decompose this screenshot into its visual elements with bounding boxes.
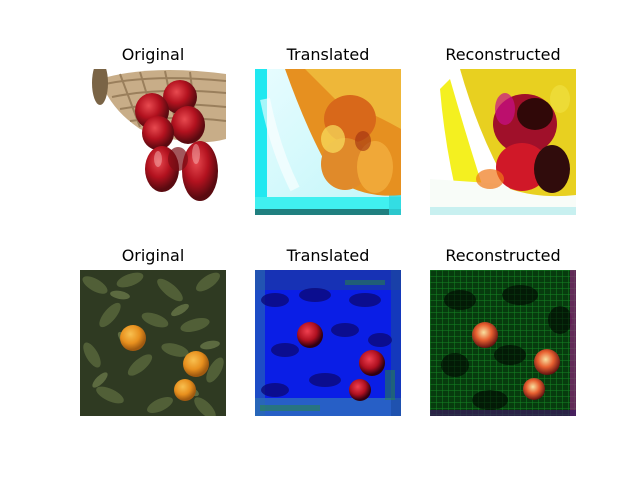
title-translated-row2: Translated (286, 246, 370, 265)
title-reconstructed-row2: Reconstructed (445, 246, 561, 265)
image-reconstructed-apples (430, 69, 576, 215)
title-reconstructed-row1: Reconstructed (445, 45, 561, 64)
image-translated-oranges (255, 270, 401, 416)
image-original-apples (80, 69, 226, 215)
image-original-oranges (80, 270, 226, 416)
image-translated-apples (255, 69, 401, 215)
image-reconstructed-oranges (430, 270, 576, 416)
title-original-row2: Original (121, 246, 185, 265)
title-original-row1: Original (121, 45, 185, 64)
title-translated-row1: Translated (286, 45, 370, 64)
